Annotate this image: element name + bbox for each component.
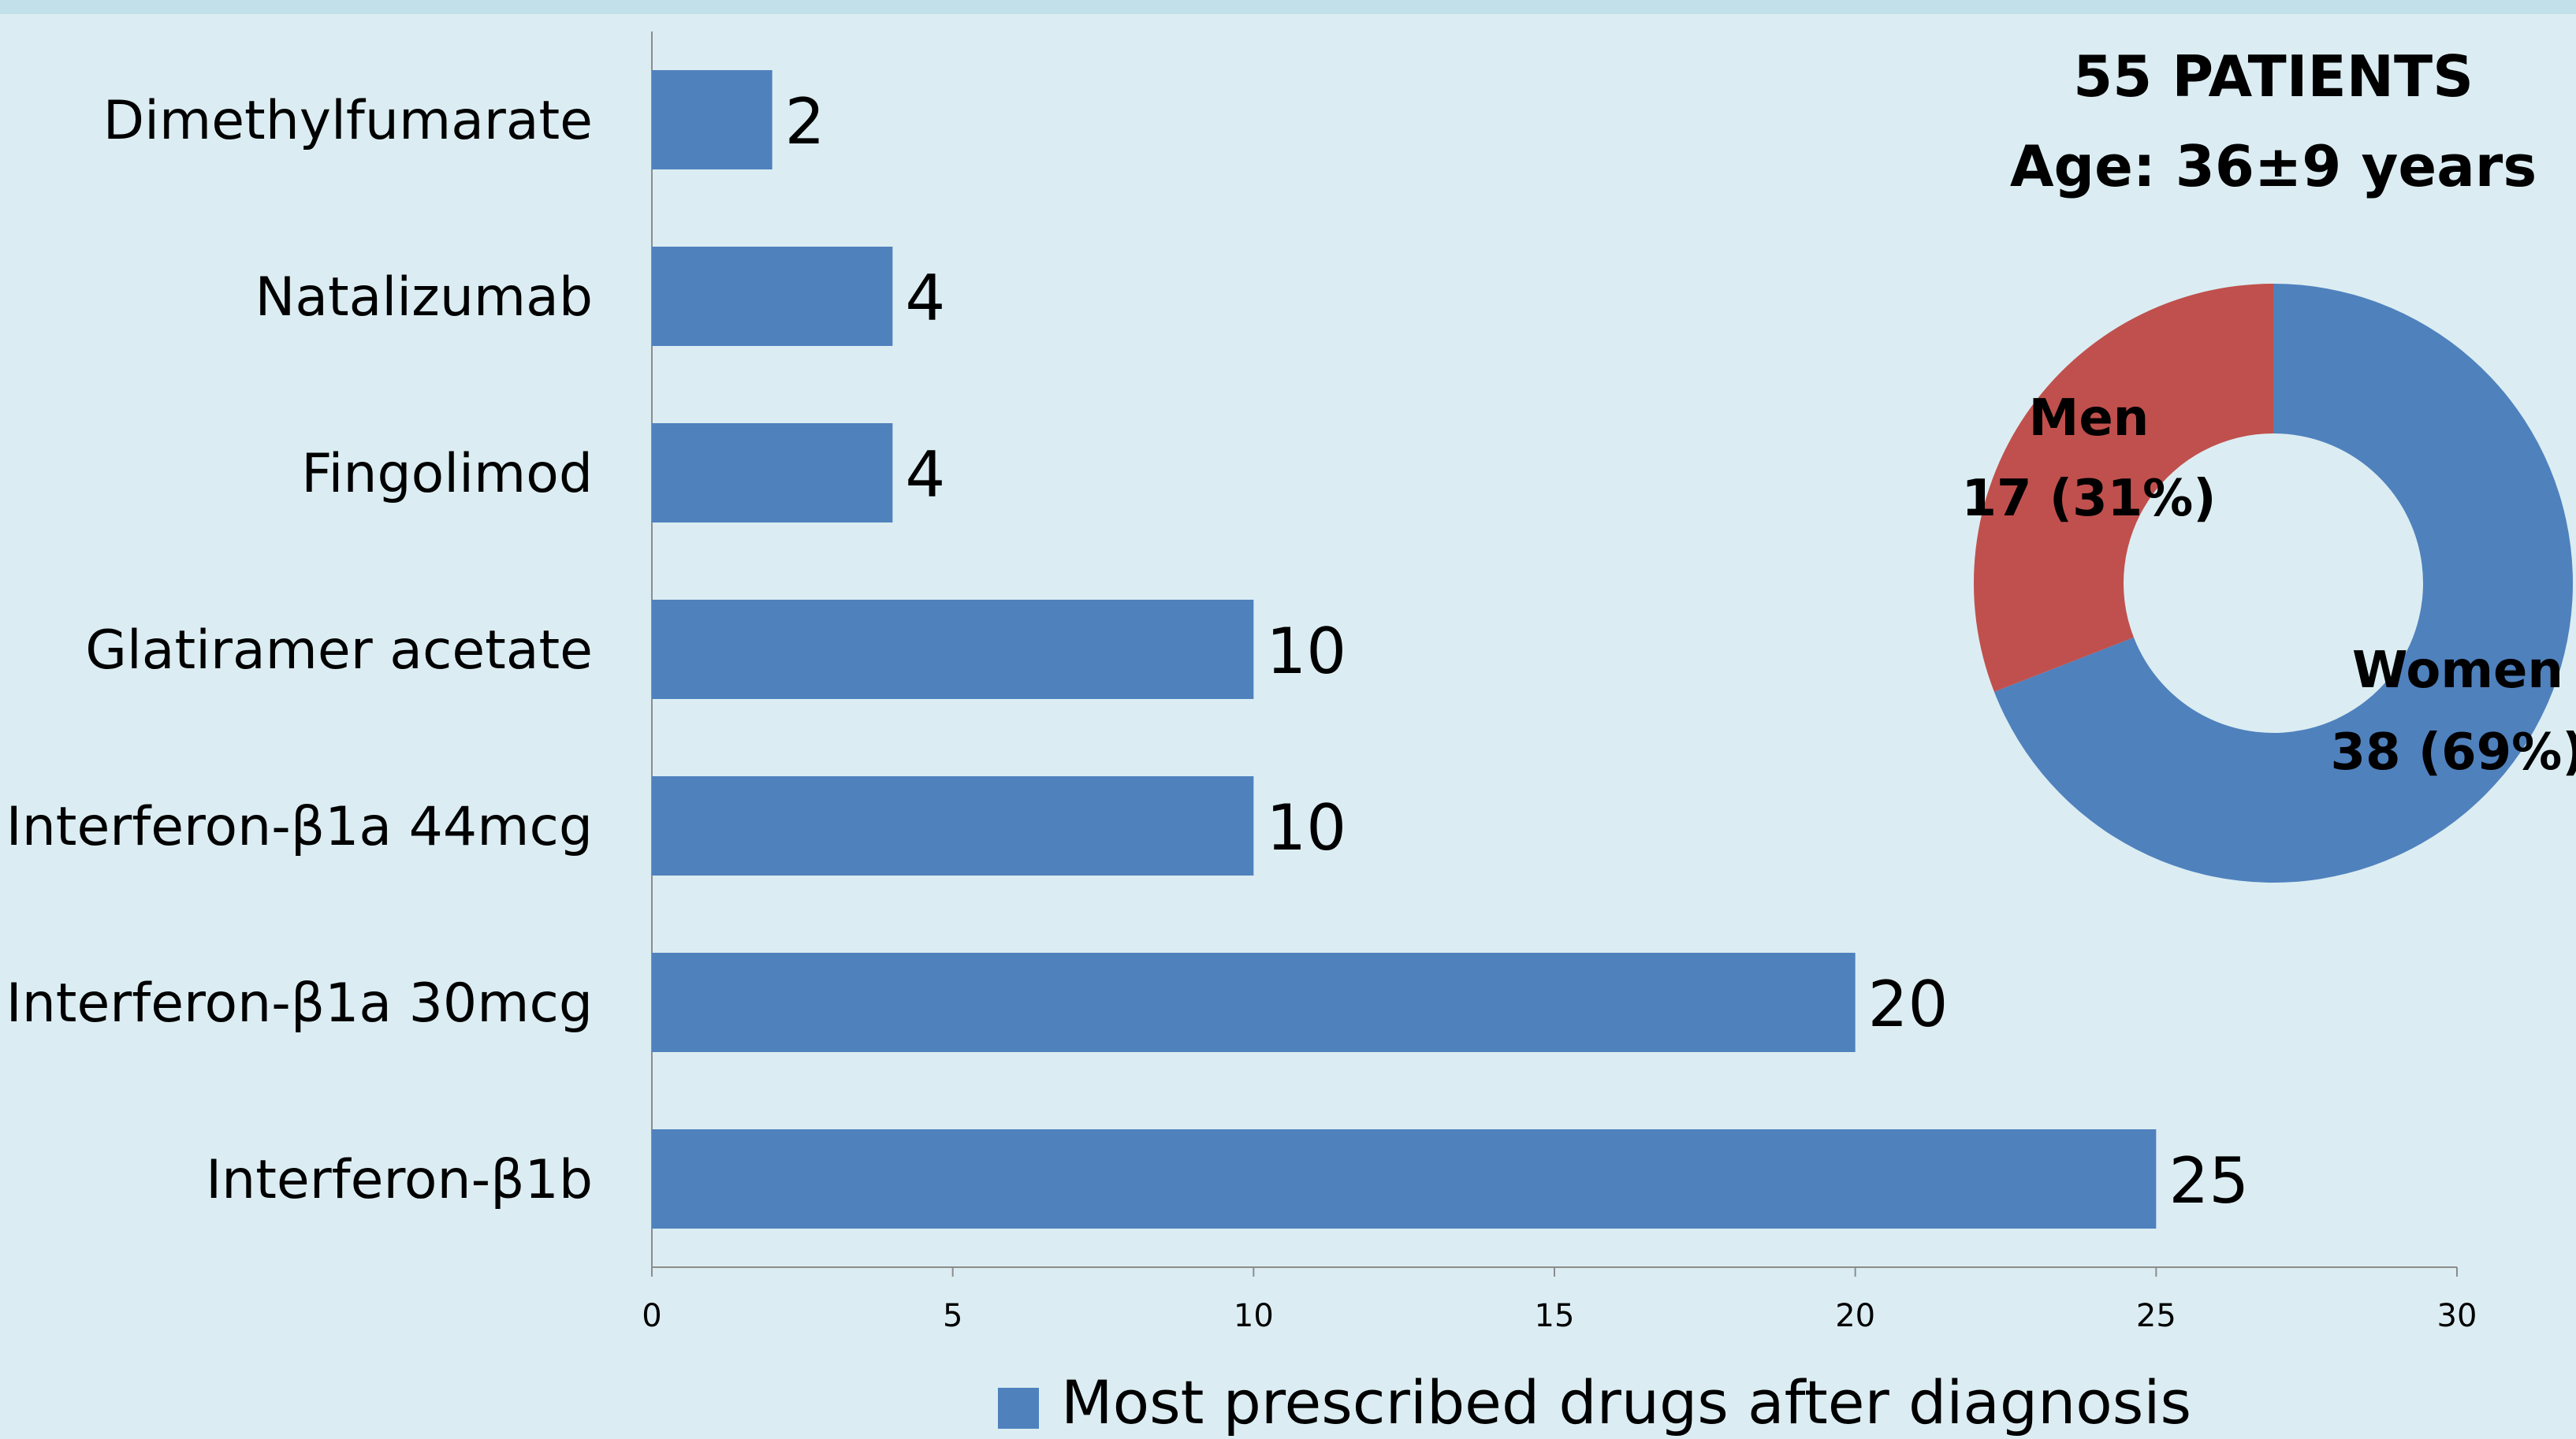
bar-2 [652,423,893,522]
slice-label: Women [2352,641,2563,700]
bar-chart: Dimethylfumarate 2 Natalizumab 4 Fingolimod 4… [6,32,2477,1334]
donut-slice-women [1993,284,2573,883]
x-tick-label: 5 [943,1298,962,1334]
x-tick-label: 0 [642,1298,661,1334]
donut-subtitle: Age: 36±9 years [2010,133,2537,199]
x-tick-label: 15 [1535,1298,1575,1334]
data-label: 10 [1266,615,1346,688]
category-label: Fingolimod [301,443,593,505]
legend: Most prescribed drugs after diagnosis [998,1367,2191,1437]
donut-title: 55 PATIENTS [2073,43,2474,110]
category-label: Interferon-β1b [206,1149,593,1211]
bar-0 [652,70,772,169]
data-label: 4 [905,438,945,511]
data-label: 25 [2168,1144,2249,1218]
category-label: Interferon-β1a 30mcg [6,972,593,1035]
slice-label: Men [2029,389,2150,448]
data-label: 10 [1266,791,1346,865]
data-label: 4 [905,262,945,335]
bar-6 [652,1129,2157,1229]
category-label: Dimethylfumarate [103,90,593,152]
category-label: Natalizumab [255,266,593,329]
donut-slice-men [1974,284,2273,692]
slice-value-label: 38 (69%) [2330,723,2576,782]
x-tick-label: 20 [1835,1298,1875,1334]
x-tick-label: 30 [2437,1298,2477,1334]
legend-label: Most prescribed drugs after diagnosis [1061,1367,2191,1437]
x-tick-label: 10 [1234,1298,1274,1334]
slice-value-label: 17 (31%) [1961,470,2216,528]
data-label: 20 [1868,968,1949,1041]
data-label: 2 [785,85,825,158]
donut-chart: 55 PATIENTS Age: 36±9 years Women 38 (69%… [1961,43,2576,883]
bar-3 [652,600,1254,699]
category-label: Interferon-β1a 44mcg [6,796,593,858]
legend-swatch [998,1388,1039,1429]
bar-5 [652,953,1856,1052]
category-label: Glatiramer acetate [85,619,593,682]
x-tick-label: 25 [2136,1298,2176,1334]
bar-1 [652,247,893,346]
top-strip [0,0,2576,14]
bar-4 [652,776,1254,876]
